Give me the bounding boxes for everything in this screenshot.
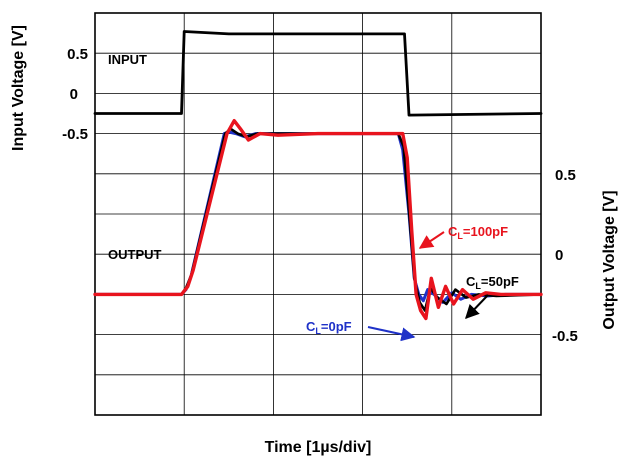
- series-layer: [93, 30, 543, 321]
- cl0-label: CL=0pF: [306, 319, 352, 336]
- right-axis-title: Output Voltage [V]: [601, 190, 618, 329]
- input-tick-label: 0.5: [67, 46, 88, 63]
- output-tick-label: 0.5: [555, 167, 576, 184]
- output-tick-label: -0.5: [552, 328, 578, 345]
- x-axis-title: Time [1µs/div]: [265, 439, 372, 456]
- plot-grid: [95, 13, 541, 415]
- series-line-cl-100pf: [93, 118, 543, 321]
- cl0-arrow: [367, 326, 416, 342]
- cl50-arrow: [465, 294, 489, 320]
- cl50-label: CL=50pF: [466, 274, 519, 291]
- series-line-input-0: [93, 30, 543, 117]
- cl100-arrow: [418, 231, 445, 249]
- output-trace-label: OUTPUT: [108, 247, 162, 262]
- output-tick-label: 0: [555, 247, 563, 264]
- input-tick-label: -0.5: [62, 126, 88, 143]
- plot-frame: [94, 12, 542, 416]
- left-axis-title: Input Voltage [V]: [10, 25, 27, 151]
- input-trace-label: INPUT: [108, 52, 147, 67]
- input-tick-label: 0: [70, 86, 78, 103]
- cl100-label: CL=100pF: [448, 224, 508, 241]
